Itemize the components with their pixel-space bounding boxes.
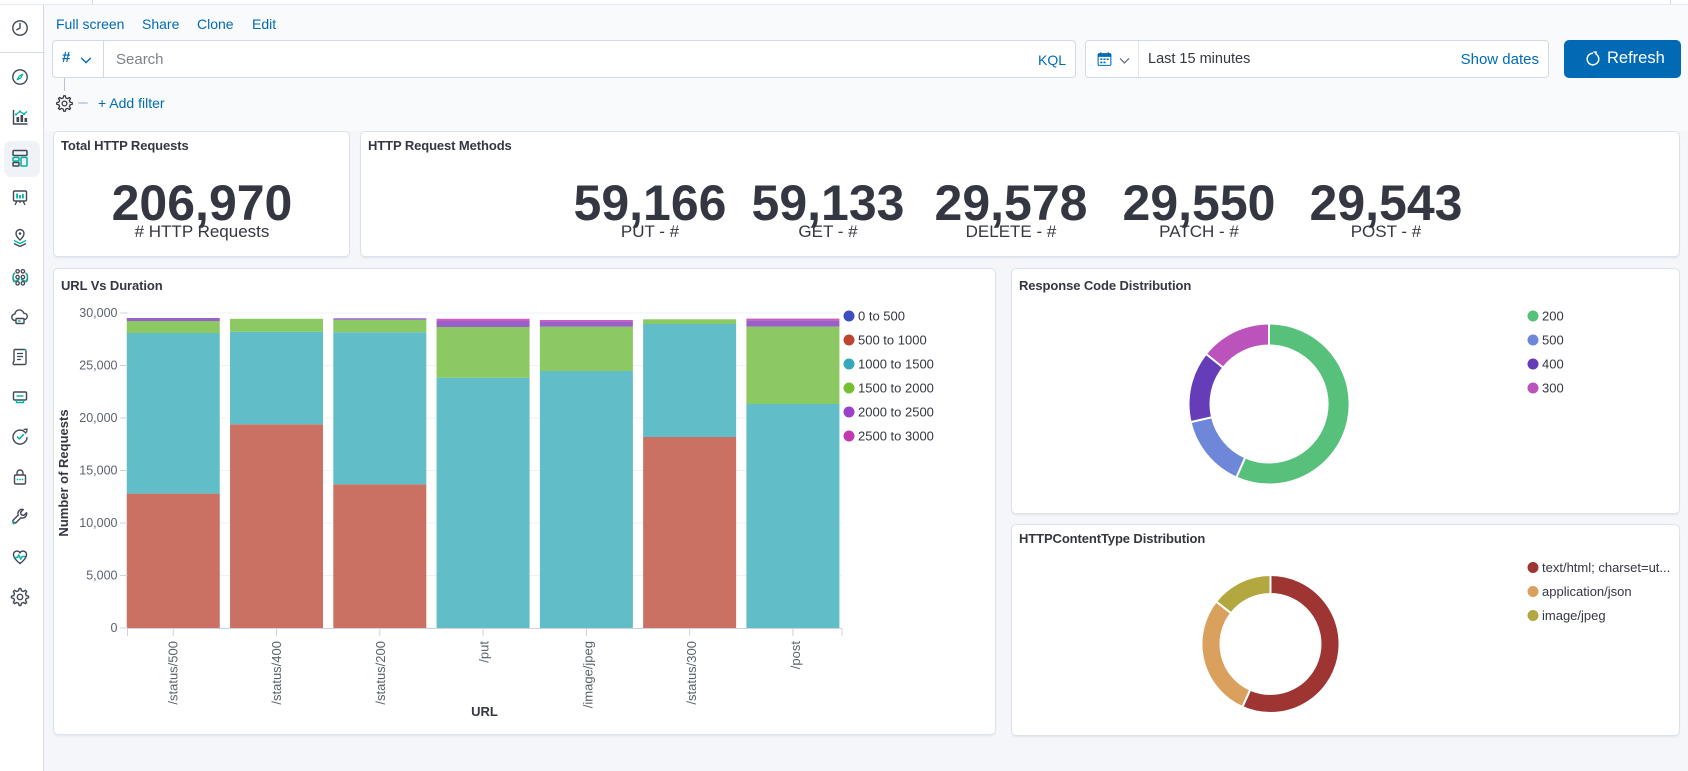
- svg-text:20,000: 20,000: [79, 411, 117, 425]
- svg-text:Number of Requests: Number of Requests: [56, 409, 71, 536]
- svg-text:/status/500: /status/500: [165, 641, 180, 705]
- svg-text:/post: /post: [788, 641, 803, 670]
- svg-text:10,000: 10,000: [79, 516, 117, 530]
- svg-text:URL: URL: [471, 704, 498, 719]
- svg-text:200: 200: [1542, 309, 1564, 324]
- svg-text:0: 0: [111, 621, 118, 635]
- svg-text:/put: /put: [477, 641, 492, 663]
- svg-text:application/json: application/json: [1542, 584, 1632, 599]
- svg-text:text/html; charset=ut...: text/html; charset=ut...: [1542, 560, 1670, 575]
- svg-text:500 to 1000: 500 to 1000: [858, 333, 927, 348]
- svg-text:400: 400: [1542, 357, 1564, 372]
- svg-text:2000 to 2500: 2000 to 2500: [858, 405, 934, 420]
- svg-text:25,000: 25,000: [79, 359, 117, 373]
- svg-text:/status/400: /status/400: [269, 641, 284, 705]
- svg-text:/image/jpeg: /image/jpeg: [580, 641, 595, 708]
- svg-text:5,000: 5,000: [86, 569, 117, 583]
- svg-text:30,000: 30,000: [79, 306, 117, 320]
- svg-text:0 to 500: 0 to 500: [858, 309, 905, 324]
- svg-text:image/jpeg: image/jpeg: [1542, 608, 1606, 623]
- svg-text:300: 300: [1542, 381, 1564, 396]
- svg-text:1000 to 1500: 1000 to 1500: [858, 357, 934, 372]
- svg-text:1500 to 2000: 1500 to 2000: [858, 381, 934, 396]
- svg-text:/status/300: /status/300: [684, 641, 699, 705]
- svg-text:/status/200: /status/200: [373, 641, 388, 705]
- svg-text:2500 to 3000: 2500 to 3000: [858, 429, 934, 444]
- svg-text:15,000: 15,000: [79, 464, 117, 478]
- svg-text:500: 500: [1542, 333, 1564, 348]
